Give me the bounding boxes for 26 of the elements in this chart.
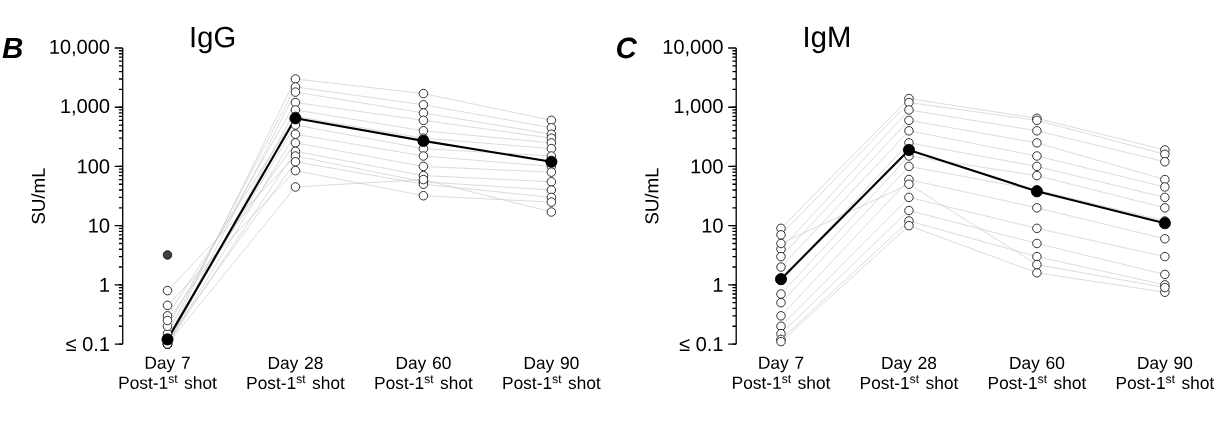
y-axis-title: SU/mL xyxy=(644,168,659,224)
y-tick-label: 10,000 xyxy=(50,39,110,57)
y-tick-label: 10 xyxy=(702,218,723,233)
y-tick-label: 100 xyxy=(691,159,723,174)
chart-title: IgM xyxy=(805,26,849,54)
y-tick-label: ≤ 0.1 xyxy=(679,337,723,352)
x-tick-label: Day 7 Post-1$^{st}$ shot xyxy=(119,356,217,389)
x-tick-label: Day 60 Post-1$^{st}$ shot xyxy=(375,356,473,390)
y-tick-label: ≤ 0.1 xyxy=(66,337,110,352)
y-tick-label: 1,000 xyxy=(674,99,723,116)
chart-title: IgG xyxy=(191,26,235,54)
x-tick-label: Day 28 Post-1$^{st}$ shot xyxy=(860,356,959,390)
x-tick-label: Day 90 Post-1$^{st}$ shot xyxy=(503,356,601,390)
y-tick-label: 10 xyxy=(89,218,110,233)
y-axis-title: SU/mL xyxy=(31,168,45,224)
y-tick-label: 1 xyxy=(100,278,110,292)
x-tick-label: Day 90 Post-1$^{st}$ shot xyxy=(1116,356,1215,390)
text: B xyxy=(2,38,23,59)
y-tick-label: 1,000 xyxy=(61,99,110,116)
text: C xyxy=(617,37,638,59)
y-tick-label: 100 xyxy=(78,159,110,174)
y-tick-label: 10,000 xyxy=(663,39,723,57)
x-tick-label: Day 28 Post-1$^{st}$ shot xyxy=(247,356,345,390)
x-tick-label: Day 60 Post-1$^{st}$ shot xyxy=(988,356,1087,390)
x-tick-label: Day 7 Post-1$^{st}$ shot xyxy=(733,356,831,389)
y-tick-label: 1 xyxy=(713,278,723,292)
